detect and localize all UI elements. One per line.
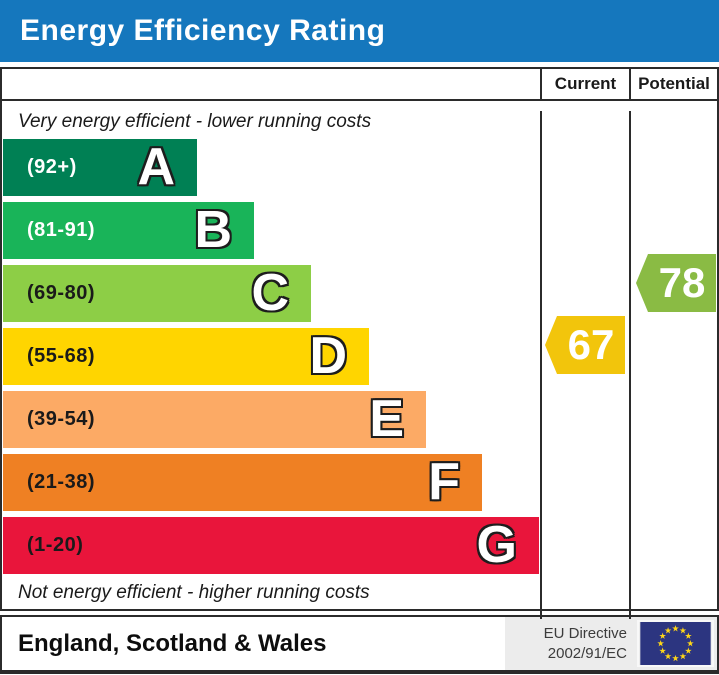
title-bar: Energy Efficiency Rating: [0, 0, 719, 62]
eu-flag-icon: [637, 620, 714, 667]
potential-marker: 78: [636, 254, 716, 312]
potential-column-divider: [629, 111, 631, 619]
table-header-row: Current Potential: [2, 69, 717, 101]
caption-top: Very energy efficient - lower running co…: [18, 111, 372, 132]
footer-region-section: England, Scotland & Wales: [2, 617, 505, 670]
rating-table: Current Potential Very energy efficient …: [0, 67, 719, 619]
current-value: 67: [567, 321, 615, 368]
band-bar-d: (55-68) D: [3, 328, 369, 385]
band-letter: E: [369, 390, 404, 448]
eu-directive-line2: 2002/91/EC: [547, 644, 627, 662]
band-range-label: (1-20): [27, 534, 84, 556]
eu-directive-line1: EU Directive: [543, 625, 627, 642]
band-bar-b: (81-91) B: [3, 202, 254, 259]
band-bar-g: (1-20) G: [3, 517, 539, 574]
band-range-label: (81-91): [27, 219, 95, 241]
band-letter: A: [137, 138, 175, 196]
band-range-label: (69-80): [27, 282, 95, 304]
column-header-current: Current: [540, 69, 629, 99]
band-row-g: (1-20) G: [3, 517, 717, 574]
band-letter: D: [309, 327, 347, 385]
footer-directive-section: EU Directive 2002/91/EC: [505, 617, 717, 670]
band-range-label: (55-68): [27, 345, 95, 367]
column-header-potential: Potential: [629, 69, 717, 99]
band-range-label: (39-54): [27, 408, 95, 430]
band-letter: F: [428, 453, 460, 511]
band-range-label: (92+): [27, 156, 77, 178]
band-letter: B: [194, 201, 232, 259]
rating-chart-body: Very energy efficient - lower running co…: [2, 111, 717, 619]
page-title: Energy Efficiency Rating: [20, 14, 386, 47]
band-bar-e: (39-54) E: [3, 391, 426, 448]
current-column-divider: [540, 111, 542, 619]
potential-value: 78: [658, 259, 706, 306]
caption-bottom: Not energy efficient - higher running co…: [18, 582, 370, 603]
footer: England, Scotland & Wales EU Directive 2…: [0, 615, 719, 674]
eu-directive-text: EU Directive 2002/91/EC: [544, 624, 627, 663]
band-letter: G: [476, 516, 517, 574]
band-bar-c: (69-80) C: [3, 265, 311, 322]
band-row-c: (69-80) C: [3, 265, 717, 322]
header-spacer: [2, 69, 540, 99]
band-row-a: (92+) A: [3, 139, 717, 196]
band-row-f: (21-38) F: [3, 454, 717, 511]
rating-bands: (92+) A (81-91) B (69-80) C: [3, 139, 717, 574]
region-label: England, Scotland & Wales: [18, 629, 327, 657]
band-row-d: (55-68) D: [3, 328, 717, 385]
current-marker: 67: [545, 316, 625, 374]
band-row-b: (81-91) B: [3, 202, 717, 259]
band-bar-a: (92+) A: [3, 139, 197, 196]
band-range-label: (21-38): [27, 471, 95, 493]
band-row-e: (39-54) E: [3, 391, 717, 448]
band-bar-f: (21-38) F: [3, 454, 482, 511]
band-letter: C: [251, 264, 289, 322]
